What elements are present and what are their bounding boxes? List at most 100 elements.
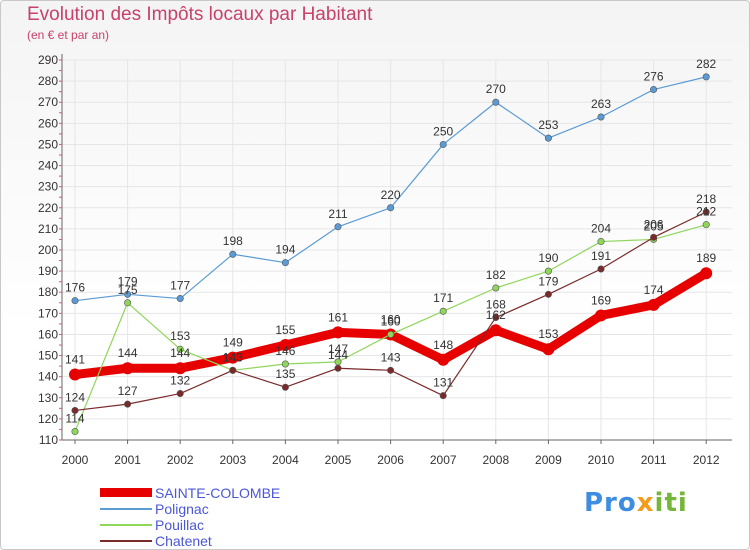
data-point-sainte-colombe bbox=[489, 324, 502, 337]
data-label-pouillac: 212 bbox=[696, 205, 716, 219]
x-tick-label: 2003 bbox=[219, 453, 246, 467]
legend-label-chatenet: Chatenet bbox=[155, 533, 212, 549]
data-point-sainte-colombe bbox=[595, 309, 607, 322]
data-label-chatenet: 179 bbox=[538, 274, 558, 288]
data-label-polignac: 198 bbox=[223, 234, 243, 248]
data-label-sainte-colombe: 148 bbox=[433, 338, 453, 352]
data-label-polignac: 270 bbox=[486, 82, 506, 96]
data-label-sainte-colombe: 141 bbox=[65, 353, 85, 367]
data-point-chatenet bbox=[334, 364, 342, 372]
data-point-pouillac bbox=[281, 360, 289, 368]
data-point-sainte-colombe bbox=[174, 362, 187, 375]
data-point-chatenet bbox=[281, 383, 289, 391]
data-label-sainte-colombe: 169 bbox=[591, 293, 611, 307]
data-point-polignac bbox=[281, 259, 289, 267]
data-label-pouillac: 153 bbox=[170, 329, 190, 343]
y-tick-label: 290 bbox=[38, 53, 58, 67]
data-label-chatenet: 127 bbox=[118, 384, 138, 398]
data-point-polignac bbox=[334, 223, 342, 231]
data-point-polignac bbox=[439, 140, 447, 148]
data-point-chatenet bbox=[71, 406, 79, 414]
data-label-sainte-colombe: 144 bbox=[170, 346, 190, 360]
x-tick-label: 2011 bbox=[641, 453, 667, 467]
legend-item-chatenet: Chatenet bbox=[100, 533, 360, 549]
data-point-sainte-colombe bbox=[69, 368, 81, 381]
data-point-chatenet bbox=[492, 314, 500, 322]
data-label-pouillac: 146 bbox=[275, 344, 295, 358]
legend-item-pouillac: Pouillac bbox=[100, 517, 360, 533]
data-point-chatenet bbox=[229, 366, 237, 374]
data-label-polignac: 211 bbox=[328, 207, 347, 221]
data-label-polignac: 276 bbox=[644, 70, 664, 84]
x-tick-label: 2000 bbox=[62, 453, 89, 467]
data-label-chatenet: 191 bbox=[591, 249, 611, 263]
y-tick-label: 120 bbox=[38, 412, 58, 426]
data-point-sainte-colombe bbox=[647, 298, 660, 311]
data-point-pouillac bbox=[439, 307, 447, 315]
y-tick-label: 140 bbox=[38, 370, 58, 384]
data-label-sainte-colombe: 144 bbox=[118, 346, 138, 360]
data-point-sainte-colombe bbox=[437, 353, 450, 366]
data-label-pouillac: 114 bbox=[65, 412, 84, 426]
data-label-chatenet: 143 bbox=[223, 350, 243, 364]
y-tick-label: 220 bbox=[38, 201, 58, 215]
data-point-polignac bbox=[597, 113, 605, 121]
legend-label-sainte-colombe: SAINTE-COLOMBE bbox=[155, 485, 281, 501]
data-point-chatenet bbox=[387, 366, 395, 374]
data-label-sainte-colombe: 174 bbox=[644, 283, 664, 297]
data-label-sainte-colombe: 153 bbox=[538, 327, 558, 341]
data-label-chatenet: 124 bbox=[65, 390, 85, 404]
data-point-polignac bbox=[71, 297, 79, 305]
x-tick-label: 2004 bbox=[272, 453, 299, 467]
x-tick-label: 2002 bbox=[167, 453, 194, 467]
data-label-chatenet: 144 bbox=[328, 348, 348, 362]
data-point-polignac bbox=[702, 73, 710, 81]
x-tick-label: 2010 bbox=[588, 453, 615, 467]
y-tick-label: 210 bbox=[38, 222, 58, 236]
data-label-chatenet: 168 bbox=[486, 298, 506, 312]
data-point-pouillac bbox=[71, 428, 79, 436]
data-label-sainte-colombe: 160 bbox=[381, 312, 401, 326]
data-label-pouillac: 143 bbox=[223, 350, 243, 364]
y-tick-label: 180 bbox=[38, 285, 58, 299]
data-label-polignac: 194 bbox=[275, 243, 295, 257]
data-label-pouillac: 205 bbox=[644, 219, 664, 233]
data-point-polignac bbox=[544, 134, 552, 142]
data-label-pouillac: 182 bbox=[486, 268, 506, 282]
data-label-chatenet: 143 bbox=[381, 350, 401, 364]
data-point-sainte-colombe bbox=[121, 362, 134, 375]
data-point-polignac bbox=[492, 98, 500, 106]
y-tick-label: 190 bbox=[38, 264, 58, 278]
y-tick-label: 260 bbox=[38, 116, 58, 130]
proxiti-logo: Proxiti bbox=[584, 488, 688, 518]
data-label-polignac: 220 bbox=[381, 188, 401, 202]
chart-legend: SAINTE-COLOMBE Polignac Pouillac Chatene… bbox=[100, 485, 360, 549]
data-point-pouillac bbox=[702, 221, 710, 229]
x-tick-label: 2006 bbox=[377, 453, 404, 467]
data-point-pouillac bbox=[492, 284, 500, 292]
x-tick-label: 2008 bbox=[482, 453, 509, 467]
y-tick-label: 170 bbox=[38, 306, 58, 320]
data-point-sainte-colombe bbox=[332, 326, 344, 339]
data-label-polignac: 176 bbox=[65, 281, 85, 295]
data-label-polignac: 282 bbox=[696, 57, 716, 71]
logo-part-iti: iti bbox=[654, 488, 688, 518]
legend-label-pouillac: Pouillac bbox=[155, 517, 205, 533]
y-tick-label: 270 bbox=[38, 95, 58, 109]
data-label-polignac: 253 bbox=[538, 118, 558, 132]
data-label-sainte-colombe: 162 bbox=[486, 308, 506, 322]
y-tick-label: 250 bbox=[38, 137, 58, 151]
x-tick-label: 2009 bbox=[535, 453, 562, 467]
data-point-polignac bbox=[124, 290, 132, 298]
y-tick-label: 110 bbox=[39, 433, 58, 447]
data-point-sainte-colombe bbox=[226, 351, 239, 364]
data-label-pouillac: 147 bbox=[328, 342, 348, 356]
data-label-polignac: 177 bbox=[170, 279, 190, 293]
data-label-sainte-colombe: 155 bbox=[275, 323, 295, 337]
data-label-chatenet: 218 bbox=[696, 192, 716, 206]
data-label-chatenet: 132 bbox=[170, 374, 190, 388]
data-point-sainte-colombe bbox=[542, 343, 555, 356]
legend-label-polignac: Polignac bbox=[155, 501, 209, 517]
data-point-pouillac bbox=[176, 345, 184, 353]
